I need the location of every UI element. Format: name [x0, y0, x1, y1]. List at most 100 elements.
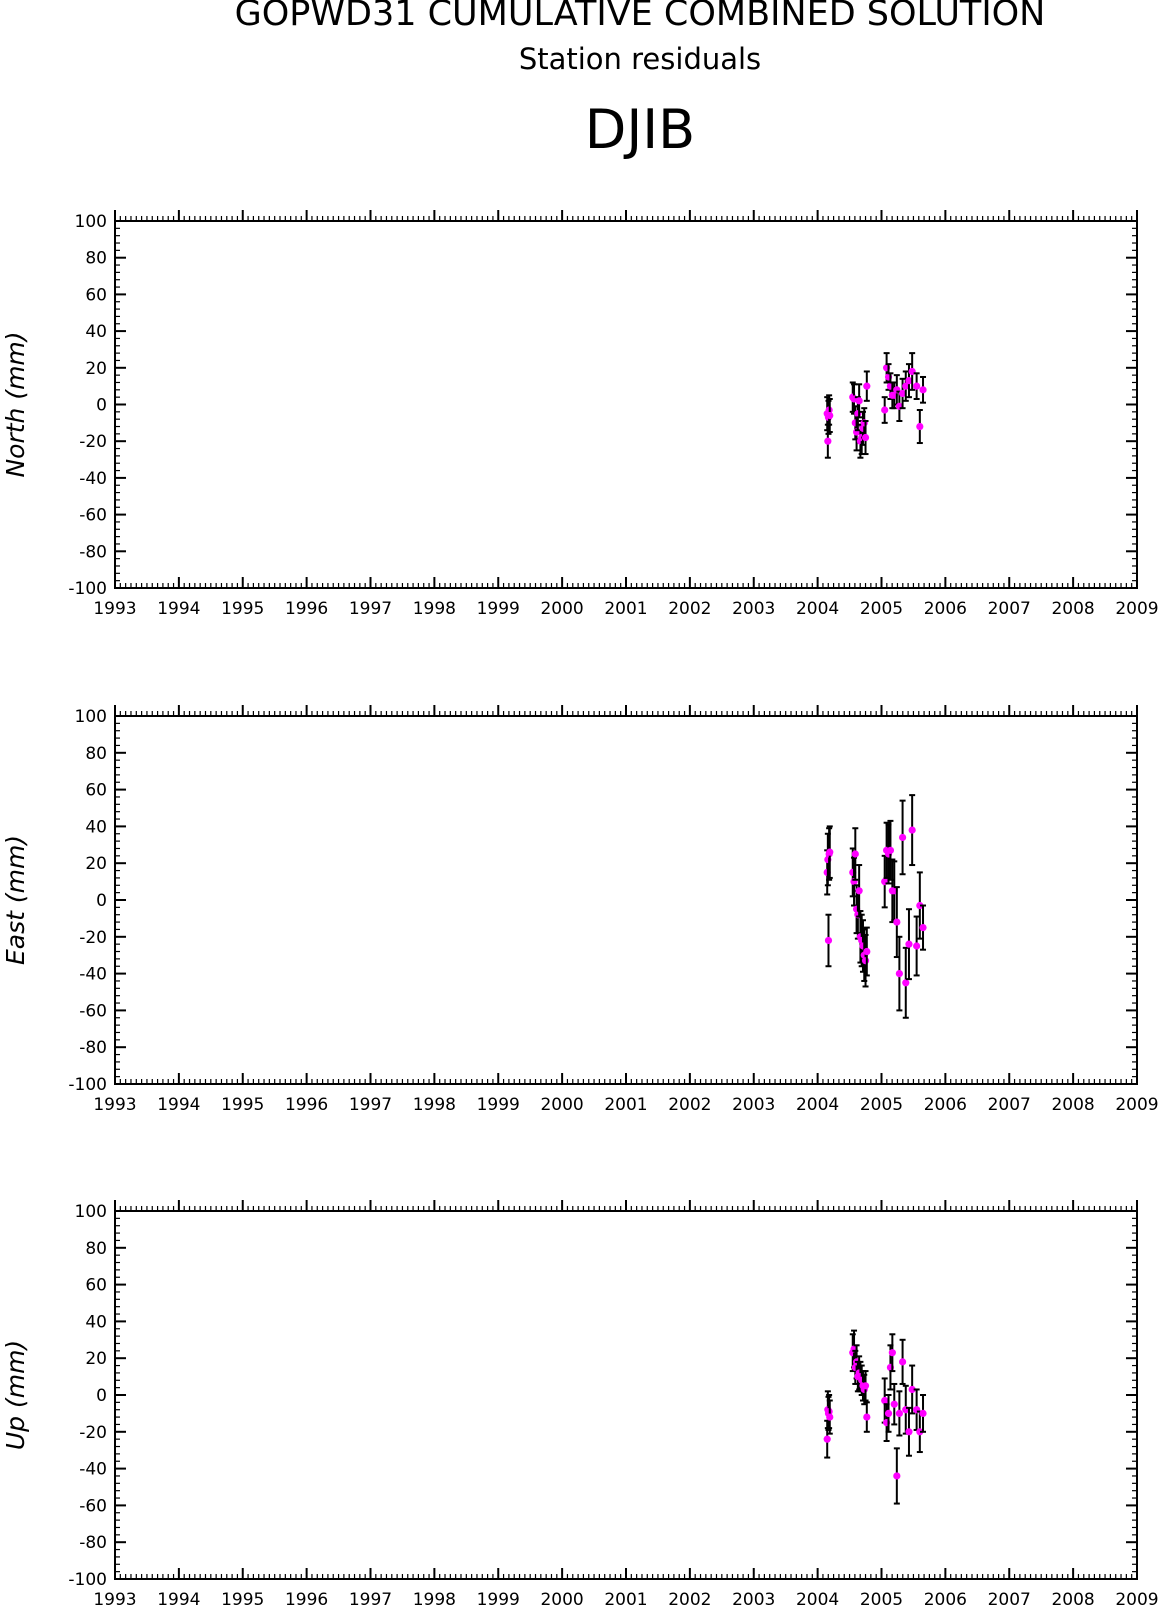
x-tick-label: 2009 — [1115, 599, 1158, 619]
data-point — [919, 386, 927, 394]
x-tick-label: 2004 — [796, 599, 839, 619]
data-point — [823, 1435, 831, 1443]
x-tick-label: 1998 — [413, 1590, 456, 1610]
y-tick-label: 80 — [85, 744, 107, 764]
y-tick-label: 0 — [96, 891, 107, 911]
x-tick-label: 2000 — [540, 1590, 583, 1610]
x-tick-label: 1999 — [477, 1590, 520, 1610]
data-point — [895, 1409, 903, 1417]
y-tick-label: -60 — [79, 1001, 107, 1021]
data-point — [902, 382, 910, 390]
x-tick-label: 2001 — [604, 1095, 647, 1115]
x-tick-label: 2002 — [668, 1095, 711, 1115]
y-axis-label: East (mm) — [1, 835, 30, 965]
x-tick-label: 2007 — [988, 1095, 1031, 1115]
x-tick-label: 2006 — [924, 599, 967, 619]
y-tick-label: -20 — [79, 432, 107, 452]
y-tick-label: -100 — [68, 1570, 107, 1590]
data-point — [884, 1409, 893, 1417]
data-point — [905, 940, 913, 948]
data-point — [916, 422, 924, 431]
data-point — [888, 1349, 896, 1357]
y-tick-label: -100 — [68, 1075, 107, 1095]
x-tick-label: 2008 — [1051, 1095, 1094, 1115]
data-point — [826, 1413, 834, 1421]
data-point — [826, 848, 834, 856]
x-tick-label: 2001 — [604, 1590, 647, 1610]
y-tick-label: 40 — [85, 817, 107, 837]
x-tick-label: 2001 — [604, 599, 647, 619]
data-point — [908, 826, 916, 834]
y-tick-label: -60 — [79, 506, 107, 526]
x-tick-label: 1997 — [349, 599, 392, 619]
data-point — [913, 942, 921, 950]
y-tick-label: 20 — [85, 359, 107, 379]
x-tick-label: 1998 — [413, 599, 456, 619]
data-point — [913, 382, 921, 390]
data-point — [863, 1413, 871, 1421]
y-tick-label: -20 — [79, 1423, 107, 1443]
data-point — [824, 437, 832, 445]
x-tick-label: 1995 — [221, 599, 264, 619]
data-point — [861, 1382, 870, 1390]
y-tick-label: -80 — [79, 1533, 107, 1553]
data-point — [905, 1428, 913, 1436]
data-point — [893, 1472, 901, 1480]
y-tick-label: -80 — [79, 542, 107, 562]
y-tick-label: -100 — [68, 579, 107, 599]
y-tick-label: 40 — [85, 1312, 107, 1332]
x-tick-label: 1993 — [93, 599, 136, 619]
data-point — [886, 846, 895, 854]
sub-title: Station residuals — [518, 42, 762, 76]
x-tick-label: 1994 — [157, 599, 200, 619]
y-tick-label: 100 — [75, 1202, 107, 1222]
x-tick-label: 1999 — [477, 599, 520, 619]
y-tick-label: -40 — [79, 1460, 107, 1480]
x-tick-label: 2005 — [860, 1590, 903, 1610]
y-tick-label: 60 — [85, 1276, 107, 1296]
x-tick-label: 1994 — [157, 1590, 200, 1610]
data-point — [863, 382, 871, 390]
data-point — [855, 887, 863, 895]
x-tick-label: 2003 — [732, 1095, 775, 1115]
data-point — [898, 389, 907, 398]
x-tick-label: 2003 — [732, 1590, 775, 1610]
y-tick-label: 60 — [85, 781, 107, 801]
x-tick-label: 2005 — [860, 1095, 903, 1115]
main-title: GOPWD31 CUMULATIVE COMBINED SOLUTION — [234, 0, 1046, 34]
x-tick-label: 2000 — [540, 599, 583, 619]
x-tick-label: 1995 — [221, 1095, 264, 1115]
x-tick-label: 2007 — [988, 599, 1031, 619]
x-tick-label: 1993 — [93, 1095, 136, 1115]
y-tick-label: -40 — [79, 469, 107, 489]
data-point — [919, 924, 927, 932]
x-tick-label: 2004 — [796, 1095, 839, 1115]
x-tick-label: 1996 — [285, 1095, 328, 1115]
x-tick-label: 2008 — [1051, 1590, 1094, 1610]
data-point — [916, 1428, 924, 1436]
data-point — [908, 1385, 916, 1394]
x-tick-label: 2003 — [732, 599, 775, 619]
x-tick-label: 1998 — [413, 1095, 456, 1115]
data-point — [861, 957, 870, 965]
y-tick-label: -40 — [79, 965, 107, 985]
x-tick-label: 1997 — [349, 1590, 392, 1610]
x-tick-label: 2007 — [988, 1590, 1031, 1610]
x-tick-label: 1995 — [221, 1590, 264, 1610]
data-point — [881, 406, 889, 414]
x-tick-label: 2006 — [924, 1095, 967, 1115]
x-tick-label: 1999 — [477, 1095, 520, 1115]
y-tick-label: 60 — [85, 285, 107, 305]
plot-frame — [114, 1210, 1138, 1580]
y-tick-label: 80 — [85, 249, 107, 269]
data-point — [861, 433, 870, 442]
plot-frame — [114, 220, 1138, 589]
x-tick-label: 2008 — [1051, 599, 1094, 619]
plot-frame — [114, 715, 1138, 1085]
y-tick-label: 20 — [85, 1349, 107, 1369]
data-point — [881, 1396, 889, 1405]
x-tick-label: 2004 — [796, 1590, 839, 1610]
x-tick-label: 1993 — [93, 1590, 136, 1610]
y-axis-label: North (mm) — [1, 331, 30, 477]
